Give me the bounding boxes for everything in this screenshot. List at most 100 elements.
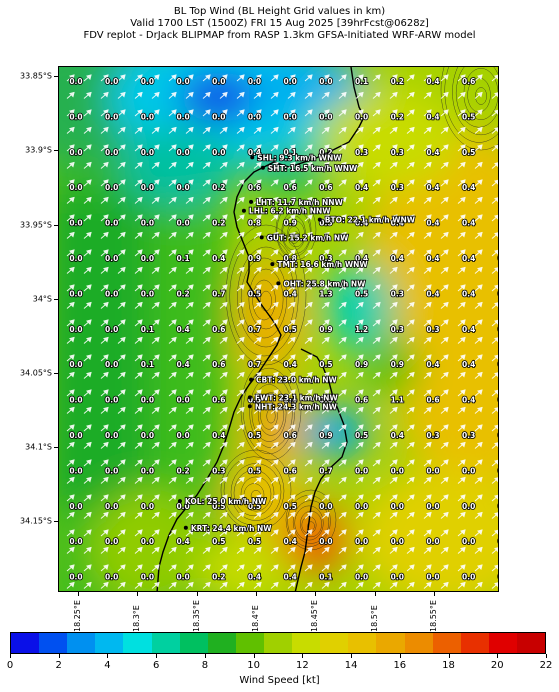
wind-arrow-head bbox=[307, 546, 313, 553]
wind-arrow-head bbox=[409, 406, 415, 413]
wind-arrow-head bbox=[375, 511, 381, 518]
wind-arrow-head bbox=[375, 336, 381, 343]
wind-arrow-head bbox=[494, 547, 498, 553]
wind-arrow-head bbox=[256, 494, 262, 500]
east-coastline bbox=[294, 348, 348, 591]
wind-arrow-head bbox=[324, 249, 330, 255]
wind-arrow-head bbox=[290, 406, 296, 413]
grid-value: 0.4 bbox=[498, 325, 499, 334]
wind-arrow-head bbox=[86, 494, 92, 500]
station-marker[interactable]: NHT: 24.3 km/h NW bbox=[247, 402, 338, 412]
wind-arrow-head bbox=[222, 441, 228, 448]
wind-arrow-head bbox=[426, 441, 432, 448]
wind-arrow-head bbox=[137, 161, 143, 168]
wind-arrow-head bbox=[460, 406, 466, 413]
y-axis-tick bbox=[54, 224, 58, 226]
wind-arrow-head bbox=[239, 91, 245, 98]
wind-arrow-head bbox=[477, 74, 483, 80]
wind-arrow-head bbox=[341, 441, 347, 448]
wind-arrow-head bbox=[426, 231, 432, 238]
station-label: KOL: 25.0 km/h NW bbox=[185, 497, 267, 506]
wind-arrow-head bbox=[460, 301, 466, 308]
grid-value: 0.0 bbox=[426, 502, 439, 511]
wind-arrow-head bbox=[188, 249, 194, 255]
grid-value: 0.0 bbox=[462, 466, 475, 475]
grid-value: 0.0 bbox=[105, 325, 118, 334]
wind-arrow-head bbox=[154, 214, 160, 220]
station-marker[interactable]: KRT: 24.4 km/h NW bbox=[183, 523, 273, 534]
wind-arrow-head bbox=[477, 284, 483, 290]
wind-arrow-head bbox=[188, 126, 194, 133]
wind-arrow-head bbox=[120, 74, 126, 80]
grid-value: 0.0 bbox=[141, 148, 154, 157]
wind-arrow-head bbox=[409, 179, 415, 185]
wind-arrow-head bbox=[290, 214, 296, 220]
station-marker[interactable]: SHL: 9.3 km/h WNW bbox=[250, 153, 343, 163]
station-marker[interactable]: CBT: 23.0 km/h NW bbox=[249, 375, 338, 385]
wind-arrow-head bbox=[222, 91, 228, 98]
wind-arrow-head bbox=[341, 196, 347, 203]
wind-arrow-head bbox=[392, 301, 398, 308]
map-panel[interactable]: 0.0 0.0 0.0 0.0 0.0 0.0 0.0 0.0 0.1 0.2 0.4 0.6 0.0 0… bbox=[58, 66, 499, 592]
grid-value: 0.9 bbox=[391, 360, 404, 369]
wind-arrow-head bbox=[392, 494, 398, 500]
station-marker[interactable]: FWT: 23.1 km/h NW bbox=[247, 393, 339, 403]
wind-arrow-head bbox=[443, 581, 449, 588]
wind-arrow-head bbox=[69, 389, 75, 395]
wind-arrow-head bbox=[290, 441, 296, 448]
wind-arrow-head bbox=[120, 406, 126, 413]
wind-arrow-head bbox=[426, 564, 432, 570]
station-marker[interactable]: SHT: 16.5 km/h WNW bbox=[260, 163, 359, 174]
grid-value: 0.0 bbox=[69, 183, 82, 192]
grid-value: 0.0 bbox=[105, 112, 118, 121]
wind-arrow-head bbox=[120, 354, 126, 360]
wind-arrow-head bbox=[324, 424, 330, 430]
colorbar-tick-label: 6 bbox=[152, 660, 160, 671]
wind-arrow-head bbox=[273, 284, 279, 290]
wind-arrow-head bbox=[324, 161, 330, 168]
y-axis-label: 33.95°S bbox=[20, 220, 52, 230]
station-marker[interactable]: TMT: 16.6 km/h WNW bbox=[270, 259, 369, 270]
grid-value: 0.9 bbox=[284, 219, 297, 228]
station-marker[interactable]: LHT: 11.7 km/h NNW bbox=[249, 197, 344, 208]
wind-arrow-head bbox=[426, 529, 432, 535]
station-marker[interactable]: LHL: 6.2 km/h NNW bbox=[241, 206, 332, 217]
wind-arrow-head bbox=[443, 214, 449, 220]
colorbar-segment bbox=[207, 633, 236, 653]
wind-arrow-head bbox=[154, 511, 160, 518]
wind-arrow-head bbox=[324, 354, 330, 360]
wind-arrow-head bbox=[256, 459, 262, 465]
wind-arrow-head bbox=[86, 109, 92, 115]
wind-arrow-head bbox=[171, 424, 177, 430]
wind-arrow-head bbox=[477, 91, 483, 98]
grid-value: 0.0 bbox=[69, 289, 82, 298]
station-dot bbox=[247, 404, 252, 409]
wind-arrow-head bbox=[256, 511, 262, 518]
wind-arrow-head bbox=[154, 336, 160, 343]
wind-map[interactable]: 0.0 0.0 0.0 0.0 0.0 0.0 0.0 0.0 0.1 0.2 0.4 0.6 0.0 0… bbox=[59, 67, 499, 592]
grid-value: 0.0 bbox=[284, 112, 297, 121]
x-axis-label: 18.25°E bbox=[73, 600, 83, 632]
wind-arrow-head bbox=[494, 284, 498, 290]
station-marker[interactable]: OHT: 25.8 km/h NW bbox=[276, 279, 367, 289]
wind-arrow-head bbox=[324, 179, 330, 185]
station-marker[interactable]: KOL: 25.0 km/h NW bbox=[177, 496, 268, 507]
station-marker[interactable]: BTO: 22.1 km/h WNW bbox=[317, 215, 417, 225]
wind-arrow-head bbox=[137, 179, 143, 185]
wind-arrow-head bbox=[409, 231, 415, 238]
wind-arrow-head bbox=[477, 494, 483, 500]
wind-arrow-head bbox=[273, 109, 279, 115]
wind-arrow-head bbox=[86, 214, 92, 220]
grid-value: 0.3 bbox=[355, 148, 368, 157]
grid-value: 0.5 bbox=[462, 112, 475, 121]
contour-line bbox=[220, 449, 292, 531]
wind-arrow-head bbox=[103, 109, 109, 115]
wind-arrow-head bbox=[409, 564, 415, 570]
wind-arrow-head bbox=[392, 564, 398, 570]
wind-arrow-head bbox=[409, 459, 415, 465]
y-axis-tick bbox=[54, 76, 58, 78]
station-marker[interactable]: GUT: 15.2 km/h NW bbox=[259, 233, 350, 243]
station-label: LHT: 11.7 km/h NNW bbox=[256, 198, 344, 207]
grid-value: 0.0 bbox=[69, 325, 82, 334]
colorbar-tick-mark bbox=[546, 654, 547, 658]
